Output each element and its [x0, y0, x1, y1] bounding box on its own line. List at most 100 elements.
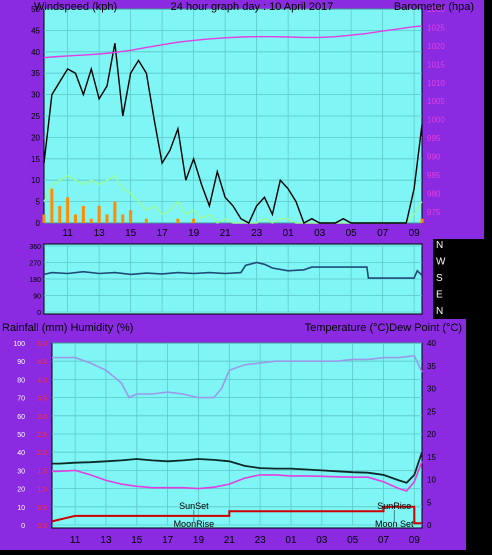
x-tick-label: 23 [251, 228, 263, 239]
baro-tick-label: 985 [427, 171, 441, 180]
rain-hour-bar [113, 201, 117, 223]
rain-hour-bar [50, 188, 54, 223]
compass-label: E [436, 290, 443, 301]
temp-tick-label: 40 [427, 339, 436, 348]
rainfall-line [51, 505, 422, 525]
temp-tick-label: 0 [427, 521, 432, 530]
rain-hour-bar [420, 218, 424, 223]
baro-tick-label: 995 [427, 134, 441, 143]
x-tick-label: 11 [62, 228, 73, 239]
wind-tick-label: 50 [31, 5, 40, 14]
rain-hour-bar [129, 210, 133, 223]
rain-humidity-ylabel: Rainfall (mm) Humidity (%) [2, 322, 133, 334]
rain-tick-label: 4.5 [37, 359, 47, 366]
baro-tick-label: 1020 [427, 42, 445, 51]
x-tick-label: 23 [255, 535, 267, 546]
rain-tick-label: 2.0 [37, 450, 47, 457]
rain-hour-bar [42, 214, 46, 223]
compass-label: N [436, 240, 443, 251]
x-tick-label: 11 [70, 535, 81, 546]
rain-hour-bar [192, 218, 196, 223]
rain-tick-label: 5.0 [37, 341, 47, 348]
wind-tick-label: 0 [36, 219, 41, 228]
compass-label: S [436, 273, 443, 284]
wind-tick-label: 45 [31, 26, 40, 35]
rain-hour-bar [66, 197, 70, 223]
x-tick-label: 07 [377, 228, 389, 239]
baro-tick-label: 975 [427, 208, 441, 217]
humidity-tick-label: 30 [17, 468, 25, 475]
humidity-tick-label: 80 [17, 377, 25, 384]
baro-tick-label: 990 [427, 153, 441, 162]
humidity-line [52, 354, 423, 399]
rain-temp-plot [51, 342, 423, 529]
wind-tick-label: 5 [36, 198, 41, 207]
x-tick-label: 05 [347, 535, 359, 546]
rain-hour-bar [121, 214, 125, 223]
wind-baro-axes: 0510152025303540455097598098599099510001… [31, 5, 445, 239]
humidity-tick-label: 0 [21, 523, 25, 530]
temp-dew-ylabel: Temperature (°C)Dew Point (°C) [305, 322, 462, 334]
baro-ylabel: Barometer (hpa) [394, 1, 474, 13]
baro-tick-label: 1000 [427, 116, 445, 125]
rain-tick-label: 1.5 [37, 468, 47, 475]
wind-tick-label: 40 [31, 48, 40, 57]
rain-temp-axes: 0 0.010 0.520 1.030 1.540 2.050 2.560 3.070 3.58… [13, 339, 436, 546]
x-tick-label: 15 [125, 228, 137, 239]
gust-line [43, 43, 423, 225]
barometer-line [43, 25, 423, 59]
temp-tick-label: 25 [427, 407, 436, 416]
wind-tick-label: 25 [31, 112, 40, 121]
humidity-tick-label: 10 [17, 505, 25, 512]
x-tick-label: 01 [283, 228, 295, 239]
rain-hour-bar [81, 205, 85, 223]
wind-baro-title: 24 hour graph day : 10 April 2017 [171, 1, 334, 13]
temperature-line [52, 451, 423, 484]
direction-line [43, 261, 423, 279]
rain-temp-grid [52, 342, 422, 526]
humidity-tick-label: 40 [17, 450, 25, 457]
humidity-tick-label: 60 [17, 414, 25, 421]
x-tick-label: 09 [409, 228, 421, 239]
humidity-tick-label: 90 [17, 359, 25, 366]
wind-tick-label: 10 [31, 176, 40, 185]
baro-tick-label: 1005 [427, 97, 445, 106]
humidity-tick-label: 100 [13, 341, 25, 348]
rain-hour-bar [144, 218, 148, 223]
temp-tick-label: 15 [427, 453, 436, 462]
x-tick-label: 13 [100, 535, 112, 546]
x-tick-label: 05 [346, 228, 358, 239]
direction-tick-label: 360 [29, 244, 41, 251]
baro-tick-label: 980 [427, 189, 441, 198]
x-tick-label: 17 [157, 228, 169, 239]
compass-label: N [436, 306, 443, 317]
x-tick-label: 13 [94, 228, 106, 239]
temp-tick-label: 30 [427, 385, 436, 394]
wind-tick-label: 20 [31, 133, 40, 142]
rain-tick-label: 0.0 [37, 523, 47, 530]
rain-hour-bar [58, 205, 62, 223]
baro-tick-label: 1015 [427, 60, 445, 69]
humidity-tick-label: 50 [17, 432, 25, 439]
x-tick-label: 07 [378, 535, 390, 546]
x-tick-label: 03 [316, 535, 328, 546]
temp-tick-label: 35 [427, 362, 436, 371]
dew-point-line [52, 461, 423, 492]
x-tick-label: 09 [409, 535, 421, 546]
rain-hour-bar [176, 218, 180, 223]
humidity-tick-label: 70 [17, 396, 25, 403]
annotation-label: SunSet [179, 501, 209, 511]
temp-tick-label: 5 [427, 498, 432, 507]
x-tick-label: 21 [224, 535, 236, 546]
rain-hour-bar [89, 218, 93, 223]
x-tick-label: 01 [285, 535, 297, 546]
x-tick-label: 03 [314, 228, 326, 239]
rain-tick-label: 3.5 [37, 396, 47, 403]
direction-grid [44, 245, 422, 313]
rain-tick-label: 4.0 [37, 377, 47, 384]
temp-tick-label: 10 [427, 476, 436, 485]
annotation-label: SunRise [377, 501, 411, 511]
baro-tick-label: 1025 [427, 23, 445, 32]
